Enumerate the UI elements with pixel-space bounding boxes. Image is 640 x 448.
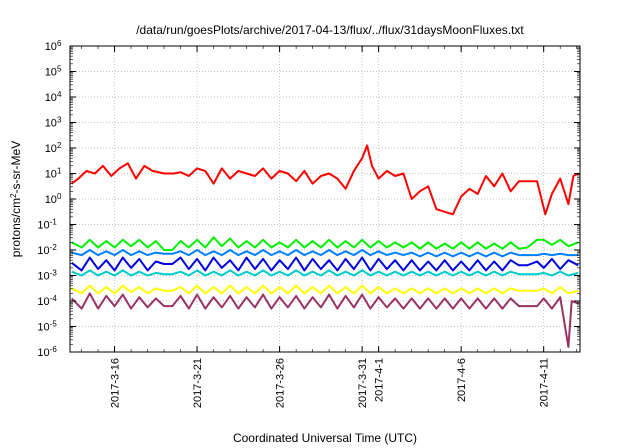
y-tick-label-exp: -1 bbox=[50, 217, 58, 226]
y-tick-label-exp: -6 bbox=[50, 345, 58, 354]
y-tick-label-exp: 4 bbox=[57, 90, 62, 99]
x-tick-label: 2017-4-1 bbox=[374, 358, 386, 402]
y-tick-label-base: 10 bbox=[37, 271, 49, 283]
y-tick-label-exp: 2 bbox=[57, 141, 62, 150]
x-tick-label: 2017-4-6 bbox=[456, 358, 468, 402]
y-tick-label-base: 10 bbox=[45, 169, 57, 181]
x-tick-label: 2017-3-31 bbox=[357, 358, 369, 408]
y-tick-label-base: 10 bbox=[45, 118, 57, 130]
y-tick-label: 10-2 bbox=[37, 243, 57, 258]
y-tick-label: 102 bbox=[45, 141, 62, 156]
series-line-7 bbox=[70, 292, 579, 348]
y-tick-label: 10-6 bbox=[37, 345, 57, 360]
series-line-1 bbox=[71, 144, 579, 216]
y-tick-label-exp: -3 bbox=[50, 268, 58, 277]
y-axis-label-suffix: -s-sr-MeV bbox=[9, 141, 23, 194]
y-tick-label-base: 10 bbox=[37, 347, 49, 359]
grid-lines bbox=[70, 46, 580, 352]
y-tick-label-base: 10 bbox=[45, 67, 57, 79]
y-tick-label: 10-5 bbox=[37, 319, 57, 334]
series-line-2 bbox=[71, 236, 579, 251]
x-tick-label: 2017-3-26 bbox=[275, 358, 287, 408]
y-tick-label-exp: -4 bbox=[50, 294, 58, 303]
y-tick-label-exp: -2 bbox=[50, 243, 58, 252]
y-axis-label-sup: 2 bbox=[9, 193, 18, 198]
data-series bbox=[70, 144, 579, 348]
y-tick-label-base: 10 bbox=[45, 41, 57, 53]
y-tick-label: 10-4 bbox=[37, 294, 57, 309]
y-tick-label-base: 10 bbox=[45, 92, 57, 104]
x-tick-label: 2017-3-16 bbox=[110, 358, 122, 408]
chart-title: /data/run/goesPlots/archive/2017-04-13/f… bbox=[136, 23, 524, 37]
y-tick-label: 104 bbox=[45, 90, 62, 105]
y-tick-label-base: 10 bbox=[45, 194, 57, 206]
x-tick-label: 2017-3-21 bbox=[192, 358, 204, 408]
series-line-5 bbox=[71, 269, 579, 277]
y-tick-label-base: 10 bbox=[37, 296, 49, 308]
series-line-3 bbox=[71, 249, 579, 258]
y-axis-label-prefix: protons/cm bbox=[9, 198, 23, 257]
y-tick-label-base: 10 bbox=[37, 322, 49, 334]
y-tick-label: 103 bbox=[45, 115, 62, 130]
x-tick-label: 2017-4-11 bbox=[539, 358, 551, 407]
y-tick-label: 10-3 bbox=[37, 268, 57, 283]
y-tick-label-exp: 5 bbox=[57, 64, 62, 73]
y-tick-label-exp: -5 bbox=[50, 319, 58, 328]
y-tick-label-base: 10 bbox=[37, 220, 49, 232]
y-axis-label: protons/cm2-s-sr-MeV bbox=[9, 141, 24, 257]
y-tick-label-base: 10 bbox=[45, 143, 57, 155]
y-tick-label-exp: 3 bbox=[57, 115, 62, 124]
y-axis-ticks: 10-610-510-410-310-210-11001011021031041… bbox=[37, 39, 580, 360]
y-tick-label-exp: 6 bbox=[57, 39, 62, 48]
x-axis-label: Coordinated Universal Time (UTC) bbox=[233, 431, 417, 445]
y-tick-label: 105 bbox=[45, 64, 62, 79]
y-tick-label-exp: 0 bbox=[57, 192, 62, 201]
y-tick-label: 10-1 bbox=[37, 217, 57, 232]
y-tick-label: 106 bbox=[45, 39, 62, 54]
y-tick-label: 100 bbox=[45, 192, 62, 207]
series-line-4 bbox=[71, 256, 579, 272]
y-tick-label-exp: 1 bbox=[57, 166, 62, 175]
y-tick-label-base: 10 bbox=[37, 245, 49, 257]
y-tick-label: 101 bbox=[45, 166, 62, 181]
x-axis-ticks: 2017-3-16 2017-3-21 2017-3-26 2017-3-31 2017… bbox=[81, 46, 577, 408]
series-line-6 bbox=[71, 284, 579, 295]
